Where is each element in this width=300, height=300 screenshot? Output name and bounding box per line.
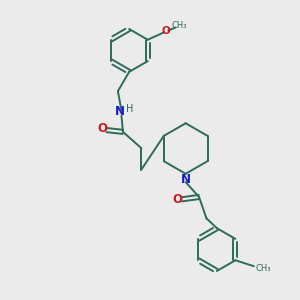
Text: O: O (162, 26, 170, 36)
Text: H: H (126, 104, 134, 114)
Text: CH₃: CH₃ (172, 21, 187, 30)
Text: N: N (181, 173, 191, 186)
Text: O: O (172, 194, 183, 206)
Text: O: O (98, 122, 107, 135)
Text: CH₃: CH₃ (255, 264, 271, 273)
Text: N: N (115, 105, 125, 118)
